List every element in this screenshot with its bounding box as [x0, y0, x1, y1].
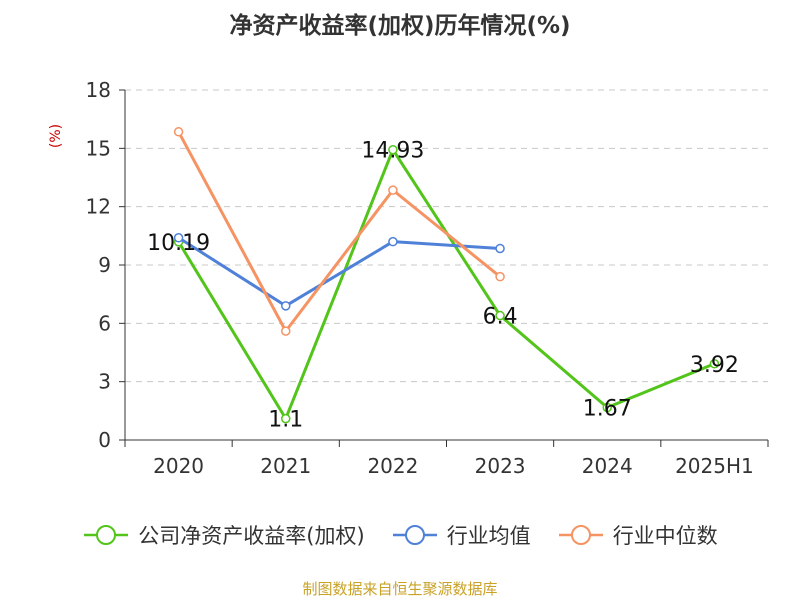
series-lines — [173, 127, 720, 424]
legend-swatch — [558, 525, 603, 545]
legend-swatch-marker — [404, 525, 425, 545]
legend-item[interactable]: 行业中位数 — [557, 520, 718, 550]
series-point-0 — [281, 413, 291, 424]
series-point-1 — [495, 243, 505, 254]
legend-swatch — [84, 525, 129, 545]
source-note: 制图数据来自恒生聚源数据库 — [302, 580, 498, 598]
x-tick-label: 2023 — [475, 454, 526, 478]
legend: 公司净资产收益率(加权) 行业均值 行业中位数 — [0, 520, 800, 550]
y-tick-label: 18 — [86, 78, 111, 102]
y-tick-label: 9 — [98, 253, 111, 277]
chart-title: 净资产收益率(加权)历年情况(%) — [229, 13, 571, 39]
series-point-0 — [602, 402, 612, 413]
y-tick-label: 0 — [98, 428, 111, 452]
axes: 0 3 6 9 12 15 18 2020 2021 2022 2023 2024 2025H1 — [86, 78, 769, 478]
data-label: 14.93 — [361, 139, 424, 164]
data-label: 3.92 — [690, 353, 739, 378]
y-tick-label: 3 — [98, 370, 111, 394]
grid-lines — [125, 89, 768, 383]
series-point-2 — [281, 326, 291, 336]
series-point-0 — [495, 310, 505, 321]
data-label: 1.1 — [268, 408, 303, 433]
legend-label: 公司净资产收益率(加权) — [138, 524, 365, 548]
legend-swatch-marker — [96, 525, 117, 545]
series-point-2 — [495, 271, 505, 282]
series-point-1 — [388, 236, 398, 247]
series-point-2 — [173, 127, 184, 137]
x-tick-label: 2020 — [153, 454, 204, 478]
y-tick-label: 6 — [98, 311, 111, 335]
data-label: 10.19 — [147, 231, 210, 256]
x-tick-label: 2021 — [260, 454, 311, 478]
series-point-2 — [388, 185, 398, 195]
x-tick-label: 2022 — [367, 454, 418, 478]
series-point-1 — [173, 233, 184, 243]
legend-item[interactable]: 公司净资产收益率(加权) — [82, 520, 365, 550]
data-label: 1.67 — [583, 397, 632, 422]
series-point-0 — [388, 144, 398, 155]
data-label: 6.4 — [483, 305, 518, 330]
x-tick-label: 2025H1 — [675, 454, 754, 478]
legend-label: 行业中位数 — [612, 524, 718, 548]
series-line-1 — [177, 236, 501, 308]
legend-label: 行业均值 — [446, 524, 531, 548]
series-point-0 — [709, 359, 720, 369]
series-line-2 — [177, 131, 502, 333]
legend-swatch — [392, 525, 437, 545]
series-point-1 — [281, 301, 291, 311]
legend-item[interactable]: 行业均值 — [391, 520, 531, 550]
x-tick-label: 2024 — [582, 454, 633, 478]
data-labels: 10.19 1.1 14.93 6.4 1.67 3.92 — [147, 139, 739, 433]
y-tick-label: 15 — [86, 136, 111, 160]
legend-swatch-marker — [570, 525, 591, 545]
y-tick-label: 12 — [86, 195, 111, 219]
